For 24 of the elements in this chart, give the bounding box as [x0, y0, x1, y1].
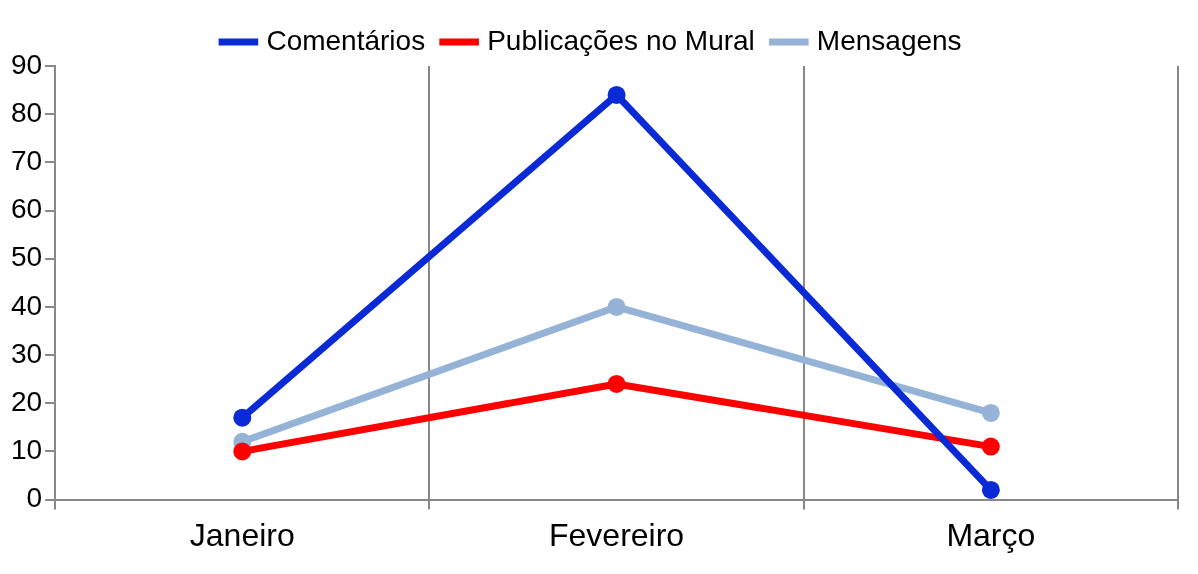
y-tick-label: 90	[10, 48, 43, 80]
y-tick-label: 50	[10, 241, 43, 273]
point	[607, 297, 626, 316]
legend-label: Publicações no Mural	[487, 24, 755, 56]
x-tick-label: Março	[946, 516, 1036, 553]
point	[981, 403, 1000, 422]
y-tick-label: 40	[10, 289, 43, 321]
y-tick-label: 70	[10, 145, 43, 177]
y-tick-label: 30	[10, 337, 43, 369]
x-tick-label: Fevereiro	[548, 516, 685, 553]
y-tick-label: 60	[10, 193, 43, 225]
legend-label: Comentários	[266, 24, 426, 56]
legend-label: Mensagens	[816, 24, 962, 56]
point	[233, 408, 252, 427]
x-tick-label: Janeiro	[189, 516, 295, 553]
y-tick-label: 0	[26, 482, 43, 514]
point	[233, 442, 252, 461]
y-tick-label: 20	[10, 385, 43, 417]
y-tick-label: 10	[10, 434, 43, 466]
point	[981, 480, 1000, 499]
point	[981, 437, 1000, 456]
y-tick-label: 80	[10, 96, 43, 128]
point	[607, 374, 626, 393]
point	[607, 85, 626, 104]
